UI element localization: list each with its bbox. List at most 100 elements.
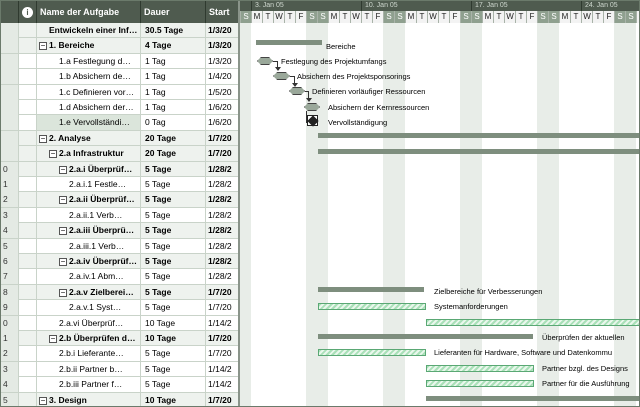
- start-cell[interactable]: 1/14/2: [206, 362, 238, 377]
- summary-bar-infrastruktur[interactable]: [318, 149, 639, 154]
- row-id[interactable]: 5: [1, 392, 19, 406]
- table-row[interactable]: 7 2.a.iv.1 Abm… 5 Tage 1/28/2: [1, 269, 238, 285]
- collapse-toggle-icon[interactable]: −: [59, 287, 67, 297]
- start-cell[interactable]: 1/3/20: [206, 38, 238, 53]
- start-cell[interactable]: 1/28/2: [206, 192, 238, 207]
- table-row[interactable]: −2. Analyse 20 Tage 1/7/20: [1, 130, 238, 147]
- task-name-cell[interactable]: −2.a.iv Überprüf…: [37, 254, 141, 269]
- duration-cell[interactable]: 1 Tag: [141, 69, 206, 85]
- start-cell[interactable]: 1/28/2: [206, 223, 238, 238]
- table-row[interactable]: 6 −2.a.iv Überprüf… 5 Tage 1/28/2: [1, 254, 238, 270]
- row-id-header[interactable]: [1, 1, 19, 23]
- start-cell[interactable]: 1/28/2: [206, 208, 238, 223]
- task-name-cell[interactable]: −2.a.v Zielberei…: [37, 284, 141, 300]
- row-id[interactable]: 5: [1, 238, 19, 254]
- task-name-cell[interactable]: 2.a.iv.1 Abm…: [37, 269, 141, 285]
- start-cell[interactable]: 1/6/20: [206, 115, 238, 130]
- task-name-cell[interactable]: 1.d Absichern der…: [37, 100, 141, 115]
- task-name-cell[interactable]: 2.b.iii Partner f…: [37, 377, 141, 393]
- collapse-toggle-icon[interactable]: −: [39, 133, 47, 143]
- split-divider[interactable]: [238, 1, 240, 406]
- start-cell[interactable]: 1/7/20: [206, 331, 238, 346]
- task-name-cell[interactable]: −2.a.i Überprüf…: [37, 161, 141, 177]
- row-id[interactable]: 3: [1, 361, 19, 377]
- start-cell[interactable]: 1/3/20: [206, 23, 238, 38]
- row-id[interactable]: [1, 84, 19, 100]
- table-row[interactable]: 3 2.a.ii.1 Verb… 5 Tage 1/28/2: [1, 207, 238, 224]
- collapse-toggle-icon[interactable]: −: [59, 257, 67, 266]
- duration-cell[interactable]: 5 Tage: [141, 346, 206, 362]
- row-id[interactable]: 6: [1, 254, 19, 269]
- duration-cell[interactable]: 5 Tage: [141, 161, 206, 177]
- task-bar-ueberpruefung[interactable]: [426, 319, 639, 326]
- start-cell[interactable]: 1/28/2: [206, 269, 238, 284]
- duration-cell[interactable]: 5 Tage: [141, 238, 206, 254]
- row-id[interactable]: [1, 38, 19, 54]
- duration-cell[interactable]: 5 Tage: [141, 177, 206, 192]
- row-id[interactable]: 3: [1, 207, 19, 223]
- task-bar-systemanforderungen[interactable]: [318, 303, 426, 310]
- table-row[interactable]: −1. Bereiche 4 Tage 1/3/20: [1, 38, 238, 54]
- table-row[interactable]: 2−2.a.ii Überprüf… 5 Tage 1/28/2: [1, 192, 238, 208]
- collapse-toggle-icon[interactable]: −: [49, 149, 57, 159]
- task-name-cell[interactable]: 2.b.ii Partner b…: [37, 361, 141, 377]
- row-id[interactable]: 4: [1, 223, 19, 239]
- collapse-toggle-icon[interactable]: −: [49, 334, 57, 343]
- duration-cell[interactable]: 20 Tage: [141, 146, 206, 162]
- row-id[interactable]: [1, 23, 19, 38]
- duration-cell[interactable]: 5 Tage: [141, 284, 206, 300]
- task-name-cell[interactable]: 2.a.i.1 Festle…: [37, 177, 141, 192]
- start-cell[interactable]: 1/14/2: [206, 316, 238, 331]
- start-cell[interactable]: 1/7/20: [206, 146, 238, 161]
- start-cell[interactable]: 1/5/20: [206, 85, 238, 100]
- summary-bar-bereiche[interactable]: [256, 40, 322, 45]
- table-row[interactable]: Entwickeln einer Inf… 30.5 Tage 1/3/20: [1, 23, 238, 39]
- table-row[interactable]: 1−2.b Überprüfen d… 10 Tage 1/7/20: [1, 331, 238, 347]
- start-cell[interactable]: 1/28/2: [206, 177, 238, 192]
- task-name-cell[interactable]: 2.a.vi Überprüf…: [37, 315, 141, 331]
- table-row[interactable]: 1.a Festlegung d… 1 Tag 1/3/20: [1, 53, 238, 70]
- table-row[interactable]: 1 2.a.i.1 Festle… 5 Tage 1/28/2: [1, 177, 238, 193]
- task-bar-absichern-kern[interactable]: [304, 103, 320, 111]
- task-name-header[interactable]: Name der Aufgabe: [37, 1, 141, 23]
- collapse-toggle-icon[interactable]: −: [59, 164, 67, 174]
- task-name-cell[interactable]: −2. Analyse: [37, 130, 141, 146]
- table-row[interactable]: 5−3. Design 10 Tage 1/7/20: [1, 392, 238, 406]
- task-bar-partner-ausfuehrung[interactable]: [426, 380, 534, 387]
- duration-cell[interactable]: 10 Tage: [141, 315, 206, 331]
- row-id[interactable]: 1: [1, 177, 19, 192]
- task-name-cell[interactable]: 2.a.ii.1 Verb…: [37, 207, 141, 223]
- row-id[interactable]: 4: [1, 377, 19, 393]
- duration-cell[interactable]: 5 Tage: [141, 361, 206, 377]
- duration-cell[interactable]: 4 Tage: [141, 38, 206, 54]
- start-cell[interactable]: 1/6/20: [206, 100, 238, 115]
- summary-bar-ueberpruefen[interactable]: [318, 334, 533, 339]
- table-row[interactable]: 4 2.b.iii Partner f… 5 Tage 1/14/2: [1, 377, 238, 393]
- duration-cell[interactable]: 5 Tage: [141, 300, 206, 316]
- duration-cell[interactable]: 0 Tag: [141, 115, 206, 131]
- row-id[interactable]: [1, 100, 19, 115]
- row-id[interactable]: 9: [1, 300, 19, 316]
- table-row[interactable]: 0 2.a.vi Überprüf… 10 Tage 1/14/2: [1, 315, 238, 331]
- row-id[interactable]: [1, 130, 19, 146]
- start-cell[interactable]: 1/7/20: [206, 346, 238, 361]
- row-id[interactable]: 1: [1, 331, 19, 346]
- table-row[interactable]: 0−2.a.i Überprüf… 5 Tage 1/28/2: [1, 161, 238, 177]
- row-id[interactable]: 2: [1, 192, 19, 208]
- task-bar-absichern-sponsor[interactable]: [273, 72, 290, 80]
- collapse-toggle-icon[interactable]: −: [59, 195, 67, 205]
- duration-cell[interactable]: 20 Tage: [141, 130, 206, 146]
- start-cell[interactable]: 1/7/20: [206, 131, 238, 146]
- table-row[interactable]: −2.a Infrastruktur 20 Tage 1/7/20: [1, 146, 238, 162]
- duration-cell[interactable]: 5 Tage: [141, 207, 206, 223]
- duration-cell[interactable]: 5 Tage: [141, 223, 206, 239]
- start-cell[interactable]: 1/28/2: [206, 239, 238, 254]
- start-cell[interactable]: 1/7/20: [206, 300, 238, 315]
- start-cell[interactable]: 1/7/20: [206, 285, 238, 300]
- task-name-cell[interactable]: 2.a.v.1 Syst…: [37, 300, 141, 316]
- start-header[interactable]: Start: [206, 1, 238, 23]
- collapse-toggle-icon[interactable]: −: [39, 41, 47, 51]
- task-name-cell[interactable]: 2.a.iii.1 Verb…: [37, 238, 141, 254]
- task-name-cell[interactable]: 1.e Vervollständi…: [37, 115, 141, 131]
- task-name-cell[interactable]: Entwickeln einer Inf…: [37, 23, 141, 38]
